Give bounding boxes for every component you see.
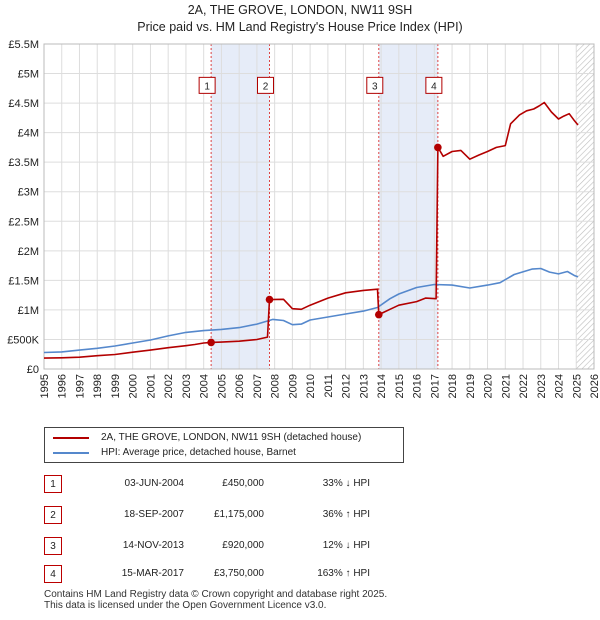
sale-number-label: 1 bbox=[204, 81, 210, 92]
plot-frame bbox=[43, 43, 595, 370]
table-row: 3 14-NOV-2013 £920,000 12% ↓ HPI bbox=[44, 537, 384, 555]
transaction-price: £450,000 bbox=[222, 478, 264, 489]
legend-label-property: 2A, THE GROVE, LONDON, NW11 9SH (detache… bbox=[101, 432, 362, 443]
x-tick-label: 2017 bbox=[429, 374, 441, 398]
ownership-period-shade bbox=[378, 44, 438, 369]
y-tick-label: £5.5M bbox=[8, 39, 39, 51]
x-tick-label: 2013 bbox=[358, 374, 370, 398]
x-tick-label: 2002 bbox=[163, 374, 175, 398]
x-tick-label: 2018 bbox=[447, 374, 459, 398]
x-tick-label: 2019 bbox=[465, 374, 477, 398]
footer-attribution: Contains HM Land Registry data © Crown c… bbox=[44, 589, 387, 611]
sale-number-box bbox=[198, 76, 216, 94]
y-tick-label: £1.5M bbox=[8, 275, 39, 287]
x-tick-label: 2024 bbox=[554, 374, 566, 398]
table-row: 2 18-SEP-2007 £1,175,000 36% ↑ HPI bbox=[44, 506, 384, 524]
transaction-number: 2 bbox=[44, 506, 62, 524]
legend-item-property: 2A, THE GROVE, LONDON, NW11 9SH (detache… bbox=[53, 432, 361, 443]
y-tick-label: £0 bbox=[27, 364, 39, 376]
x-tick-label: 2007 bbox=[252, 374, 264, 398]
y-tick-label: £2M bbox=[18, 246, 39, 258]
transaction-date: 18-SEP-2007 bbox=[123, 509, 184, 520]
y-tick-label: £3M bbox=[18, 187, 39, 199]
transaction-hpi-change: 163% ↑ HPI bbox=[317, 568, 370, 579]
x-tick-label: 1998 bbox=[92, 374, 104, 398]
x-tick-label: 1997 bbox=[74, 374, 86, 398]
x-tick-label: 2026 bbox=[589, 374, 600, 398]
transaction-price: £3,750,000 bbox=[213, 568, 264, 579]
x-tick-label: 2004 bbox=[199, 374, 211, 398]
y-tick-label: £5M bbox=[18, 69, 39, 81]
x-tick-label: 2012 bbox=[341, 374, 353, 398]
x-tick-label: 1999 bbox=[110, 374, 122, 398]
x-tick-label: 1996 bbox=[57, 374, 69, 398]
x-tick-label: 2003 bbox=[181, 374, 193, 398]
transaction-number: 4 bbox=[44, 565, 62, 583]
sale-number-box bbox=[257, 76, 274, 94]
x-tick-label: 2000 bbox=[128, 374, 140, 398]
sale-number-label: 3 bbox=[372, 81, 378, 92]
footer-line-2: This data is licensed under the Open Gov… bbox=[44, 600, 327, 611]
series-line-hpi bbox=[43, 267, 579, 354]
y-tick-label: £4.5M bbox=[8, 98, 39, 110]
sale-point bbox=[265, 295, 274, 304]
transaction-price: £1,175,000 bbox=[213, 509, 264, 520]
table-row: 1 03-JUN-2004 £450,000 33% ↓ HPI bbox=[44, 475, 384, 493]
x-tick-label: 2020 bbox=[483, 374, 495, 398]
x-tick-label: 2025 bbox=[571, 374, 583, 398]
forecast-hatch bbox=[576, 44, 594, 369]
sale-point bbox=[207, 338, 215, 347]
sale-number-label: 4 bbox=[431, 81, 437, 92]
x-tick-label: 2016 bbox=[412, 374, 424, 398]
table-row: 4 15-MAR-2017 £3,750,000 163% ↑ HPI bbox=[44, 565, 384, 583]
x-tick-label: 2022 bbox=[518, 374, 530, 398]
sale-number-box bbox=[425, 76, 443, 94]
x-tick-label: 2015 bbox=[394, 374, 406, 398]
x-tick-label: 1995 bbox=[39, 374, 51, 398]
transaction-date: 03-JUN-2004 bbox=[124, 478, 184, 489]
x-tick-label: 2006 bbox=[234, 374, 246, 398]
price-chart: £0 £500K £1M £1.5M £2M £2.5M £3M £3.5M £4M £4.5M £… bbox=[7, 39, 600, 398]
y-tick-label: £1M bbox=[18, 305, 39, 317]
transaction-number: 3 bbox=[44, 537, 62, 555]
legend-swatch-hpi bbox=[53, 451, 89, 454]
x-tick-label: 2014 bbox=[376, 374, 388, 398]
x-tick-label: 2008 bbox=[270, 374, 282, 398]
transaction-date: 15-MAR-2017 bbox=[121, 568, 184, 579]
transaction-date: 14-NOV-2013 bbox=[122, 540, 184, 551]
sale-point bbox=[434, 143, 442, 152]
ownership-period-shade bbox=[211, 44, 270, 369]
y-tick-label: £2.5M bbox=[8, 216, 39, 228]
sale-number-box bbox=[366, 76, 384, 94]
transaction-number: 1 bbox=[44, 475, 62, 493]
x-tick-label: 2009 bbox=[287, 374, 299, 398]
chart-legend: 2A, THE GROVE, LONDON, NW11 9SH (detache… bbox=[44, 427, 404, 463]
x-tick-label: 2001 bbox=[145, 374, 157, 398]
y-tick-label: £4M bbox=[18, 128, 39, 140]
legend-swatch-property bbox=[53, 436, 89, 439]
plot-area bbox=[44, 44, 594, 369]
chart-subtitle: Price paid vs. HM Land Registry's House … bbox=[137, 20, 463, 34]
y-tick-label: £3.5M bbox=[8, 157, 39, 169]
transaction-hpi-change: 33% ↓ HPI bbox=[322, 478, 370, 489]
series-line-property bbox=[43, 101, 579, 359]
legend-label-hpi: HPI: Average price, detached house, Barn… bbox=[101, 447, 296, 458]
transaction-price: £920,000 bbox=[222, 540, 264, 551]
x-tick-label: 2023 bbox=[536, 374, 548, 398]
legend-item-hpi: HPI: Average price, detached house, Barn… bbox=[53, 447, 296, 458]
x-tick-label: 2021 bbox=[500, 374, 512, 398]
sale-number-label: 2 bbox=[263, 81, 269, 92]
footer-line-1: Contains HM Land Registry data © Crown c… bbox=[44, 589, 388, 600]
chart-title: 2A, THE GROVE, LONDON, NW11 9SH bbox=[187, 3, 413, 17]
y-tick-label: £500K bbox=[7, 334, 39, 346]
x-tick-label: 2011 bbox=[323, 374, 335, 398]
transaction-hpi-change: 36% ↑ HPI bbox=[322, 509, 370, 520]
x-tick-label: 2005 bbox=[216, 374, 228, 398]
sale-point bbox=[374, 310, 383, 319]
x-tick-label: 2010 bbox=[305, 374, 317, 398]
transaction-hpi-change: 12% ↓ HPI bbox=[322, 540, 370, 551]
